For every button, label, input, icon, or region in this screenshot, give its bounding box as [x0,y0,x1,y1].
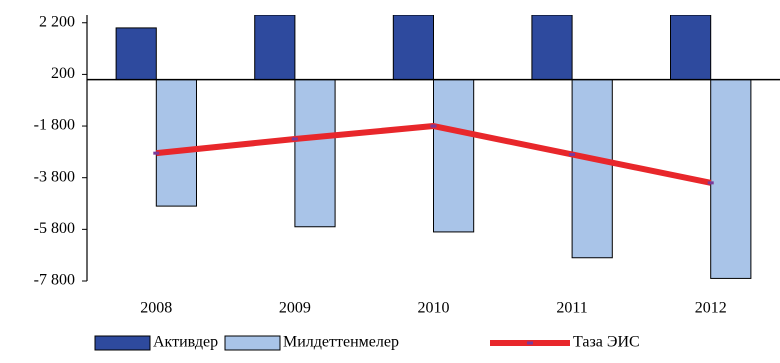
legend-label: Милдеттенмелер [283,334,399,351]
x-tick-label: 2010 [418,300,450,317]
x-tick-label: 2012 [695,300,727,317]
line-marker [430,124,437,128]
plot-area [115,15,752,279]
line-marker [153,151,160,155]
bar [531,15,573,81]
line-marker [569,152,576,156]
legend-marker [527,341,533,345]
bar [254,15,296,81]
bar [571,79,613,259]
bar [294,79,336,228]
y-tick-label: -7 800 [34,272,75,289]
y-tick-label: 2 200 [39,13,75,30]
legend-label: Активдер [153,334,218,351]
x-tick-label: 2011 [556,300,587,317]
line-marker [707,181,714,185]
y-tick-label: -5 800 [34,220,75,237]
y-tick-label: 200 [51,65,75,82]
legend-swatch [94,335,151,351]
legend-label: Таза ЭИС [573,334,640,351]
bar [433,79,475,233]
bar [670,15,712,81]
x-tick-label: 2009 [279,300,311,317]
bar [155,79,197,207]
x-tick-label: 2008 [140,300,172,317]
bar [710,79,752,279]
line-marker [291,137,298,141]
y-tick-label: -1 800 [34,117,75,134]
bar [392,15,434,81]
legend-swatch [224,335,281,351]
bar [115,27,157,81]
y-tick-label: -3 800 [34,168,75,185]
